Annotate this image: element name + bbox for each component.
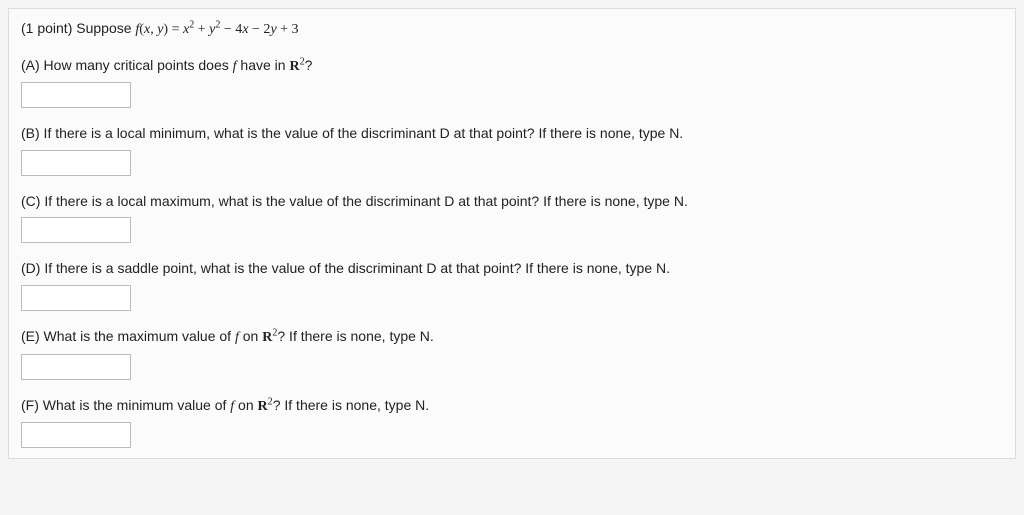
intro-close: ) = — [163, 22, 183, 37]
part-c-input[interactable] — [21, 217, 131, 243]
part-e-input[interactable] — [21, 354, 131, 380]
intro-plus1: + — [194, 22, 209, 37]
intro-prefix: (1 point) Suppose — [21, 20, 135, 36]
part-a: (A) How many critical points does f have… — [21, 56, 1003, 109]
part-e-R: R — [262, 330, 272, 345]
part-c: (C) If there is a local maximum, what is… — [21, 192, 1003, 244]
part-a-mid: have in — [237, 57, 290, 73]
part-c-label: (C) If there is a local maximum, what is… — [21, 192, 1003, 212]
part-e-prefix: (E) What is the maximum value of — [21, 328, 235, 344]
part-e: (E) What is the maximum value of f on R2… — [21, 327, 1003, 380]
part-f: (F) What is the minimum value of f on R2… — [21, 396, 1003, 449]
part-d-label: (D) If there is a saddle point, what is … — [21, 259, 1003, 279]
part-a-R: R — [289, 59, 299, 74]
part-f-on: on — [234, 397, 257, 413]
part-f-input[interactable] — [21, 422, 131, 448]
part-b: (B) If there is a local minimum, what is… — [21, 124, 1003, 176]
intro-minus2: − 2 — [249, 22, 271, 37]
part-e-label: (E) What is the maximum value of f on R2… — [21, 327, 1003, 348]
part-f-R: R — [258, 399, 268, 414]
intro-plus2: + 3 — [277, 22, 299, 37]
part-f-prefix: (F) What is the minimum value of — [21, 397, 230, 413]
part-e-suffix: ? If there is none, type N. — [277, 328, 433, 344]
part-f-label: (F) What is the minimum value of f on R2… — [21, 396, 1003, 417]
part-b-input[interactable] — [21, 150, 131, 176]
intro-minus1: − 4 — [220, 22, 242, 37]
problem-intro: (1 point) Suppose f(x, y) = x2 + y2 − 4x… — [21, 19, 1003, 40]
part-b-label: (B) If there is a local minimum, what is… — [21, 124, 1003, 144]
part-e-on: on — [239, 328, 262, 344]
part-a-label: (A) How many critical points does f have… — [21, 56, 1003, 77]
part-a-prefix: (A) How many critical points does — [21, 57, 233, 73]
part-a-q: ? — [305, 57, 313, 73]
part-d-input[interactable] — [21, 285, 131, 311]
part-a-input[interactable] — [21, 82, 131, 108]
problem-container: (1 point) Suppose f(x, y) = x2 + y2 − 4x… — [8, 8, 1016, 459]
part-f-suffix: ? If there is none, type N. — [273, 397, 429, 413]
part-d: (D) If there is a saddle point, what is … — [21, 259, 1003, 311]
